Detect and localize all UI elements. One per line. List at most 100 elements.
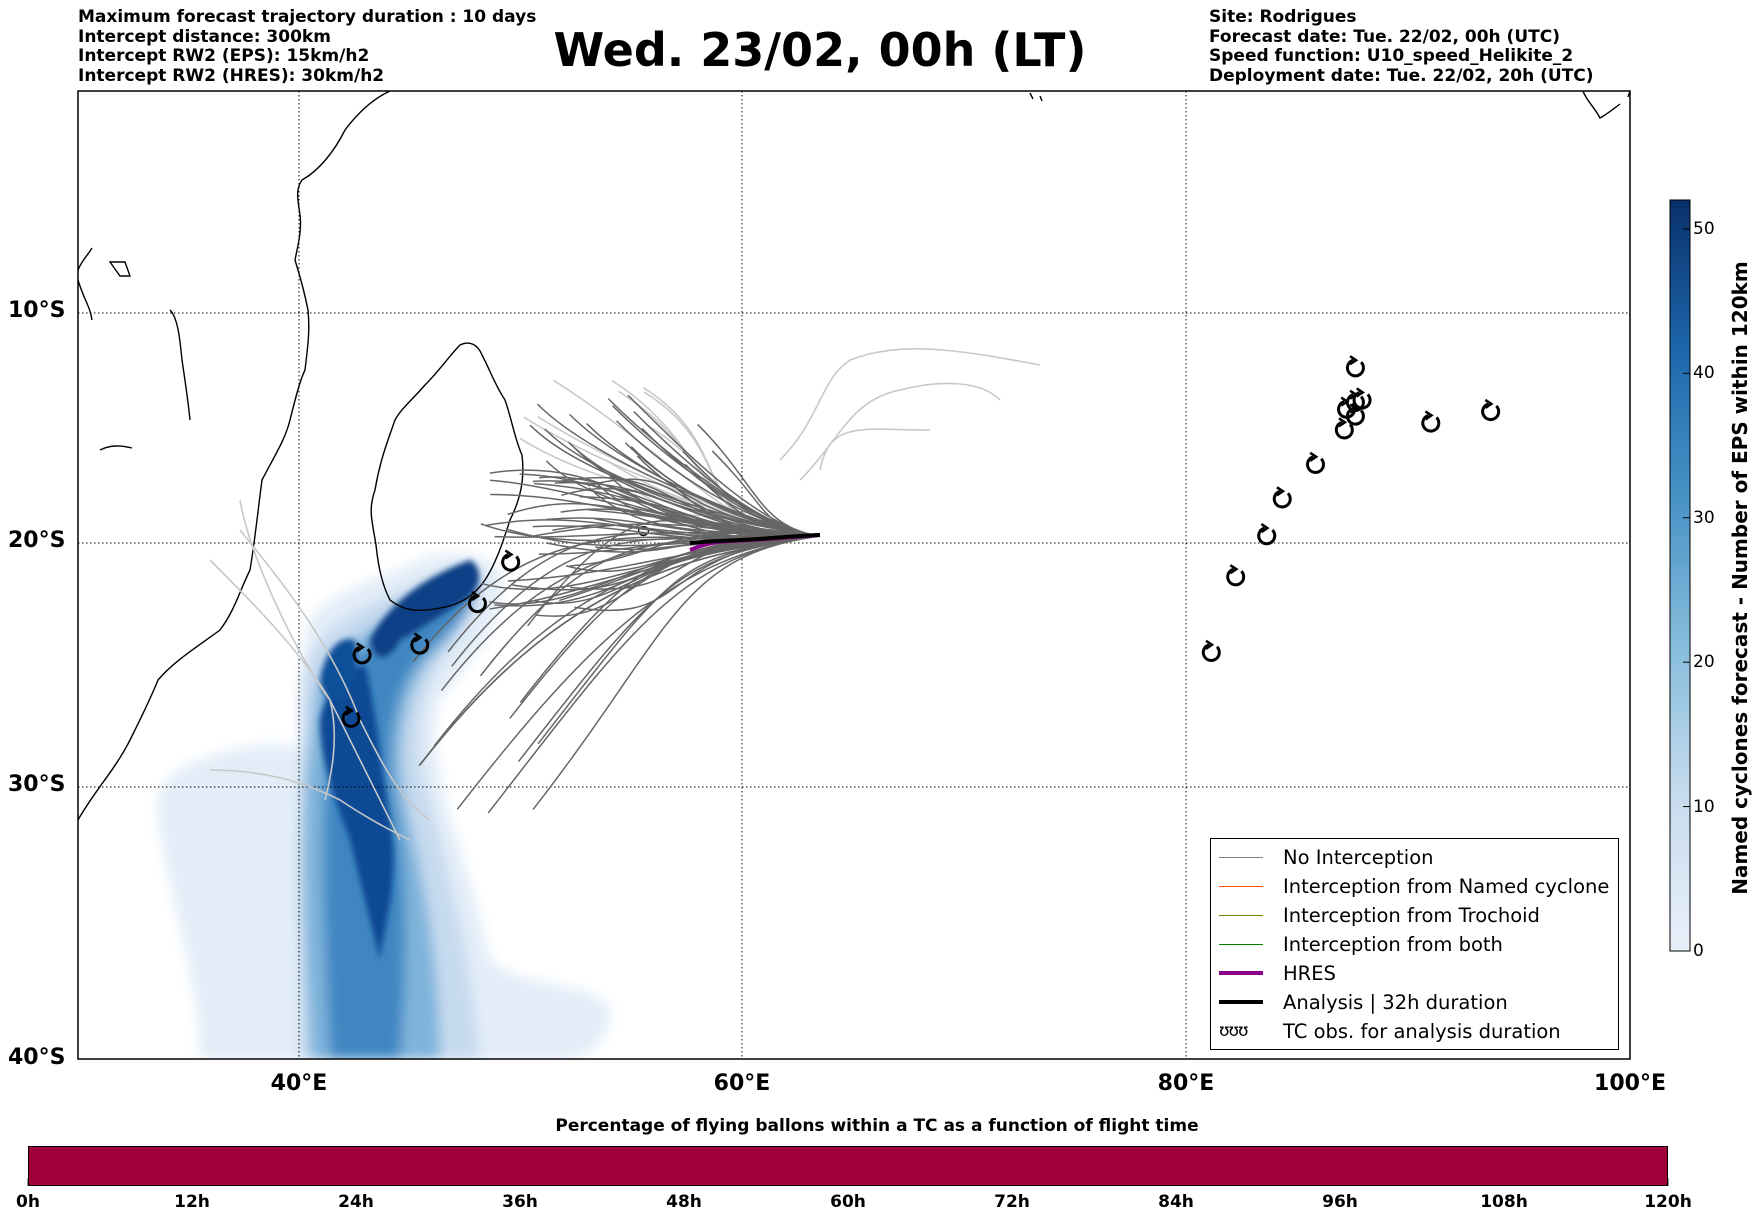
header-right-line: Speed function: U10_speed_Helikite_2 bbox=[1209, 46, 1574, 66]
tc-obs-icon bbox=[1421, 413, 1441, 433]
header-left-line: Intercept RW2 (HRES): 30km/h2 bbox=[78, 65, 385, 86]
colorbar-tick-marks bbox=[1683, 228, 1690, 952]
trajectory bbox=[779, 348, 1041, 461]
colorbar-tick-label: 30 bbox=[1693, 507, 1715, 528]
legend-entry: No Interception bbox=[1219, 844, 1434, 870]
trajectory bbox=[588, 487, 819, 537]
colorbar-tick-label: 50 bbox=[1693, 218, 1715, 239]
trajectory bbox=[633, 411, 819, 537]
flight-time-tick-label: 0h bbox=[16, 1192, 40, 1212]
analysis-track bbox=[689, 533, 821, 545]
header-left: Maximum forecast trajectory duration : 1… bbox=[78, 7, 537, 86]
trajectory bbox=[487, 535, 819, 814]
tc-obs-icon bbox=[341, 709, 361, 728]
tc-observations bbox=[341, 355, 1501, 728]
tc-obs-icon bbox=[467, 594, 487, 614]
tc-obs-icon bbox=[1257, 526, 1277, 546]
colorbar-title: Named cyclones forecast - Number of EPS … bbox=[1725, 205, 1754, 950]
tc-obs-icon bbox=[1481, 402, 1501, 422]
colorbar-tick-label: 20 bbox=[1693, 652, 1715, 673]
tc-obs-icon bbox=[1334, 420, 1354, 440]
header-right: Site: Rodrigues Forecast date: Tue. 22/0… bbox=[1209, 7, 1594, 86]
tc-obs-arrow-icon bbox=[1276, 486, 1286, 497]
trajectory bbox=[509, 535, 819, 719]
legend-line-named-cyclone bbox=[1219, 885, 1263, 887]
flight-time-tick-label: 12h bbox=[174, 1192, 210, 1212]
header-left-line: Intercept RW2 (EPS): 15km/h2 bbox=[78, 46, 370, 66]
tc-obs-arrow-icon bbox=[1309, 451, 1319, 462]
flight-time-title: Percentage of flying ballons within a TC… bbox=[555, 1116, 1199, 1136]
tc-symbol-icon: ʊʊʊ bbox=[1219, 1021, 1249, 1041]
legend-label: No Interception bbox=[1283, 845, 1434, 869]
lat-label-40s: 40°S bbox=[8, 1045, 66, 1070]
legend-label: Interception from both bbox=[1283, 932, 1503, 956]
flight-time-tick-label: 48h bbox=[666, 1192, 702, 1212]
legend-label: HRES bbox=[1283, 961, 1336, 985]
header-left-line: Intercept distance: 300km bbox=[78, 26, 331, 47]
trajectory bbox=[799, 382, 1001, 481]
flight-time-bar bbox=[28, 1146, 1668, 1186]
flight-time-tick-label: 60h bbox=[830, 1192, 866, 1212]
legend-label: TC obs. for analysis duration bbox=[1283, 1019, 1561, 1043]
colorbar-tick-label: 10 bbox=[1693, 796, 1715, 817]
lon-label-100e: 100°E bbox=[1594, 1071, 1666, 1096]
header-left-line: Maximum forecast trajectory duration : 1… bbox=[78, 7, 537, 27]
lon-label-60e: 60°E bbox=[713, 1071, 771, 1096]
tc-obs-arrow-icon bbox=[1349, 355, 1359, 366]
legend-entry: Interception from Named cyclone bbox=[1219, 873, 1609, 899]
tc-obs-icon bbox=[352, 645, 372, 665]
legend-line-analysis bbox=[1219, 1000, 1263, 1004]
tc-obs-arrow-icon bbox=[345, 705, 354, 716]
trajectory bbox=[519, 473, 819, 538]
trajectories-no-interception bbox=[412, 394, 819, 814]
header-right-line: Deployment date: Tue. 22/02, 20h (UTC) bbox=[1209, 65, 1594, 86]
tc-obs-icon bbox=[1345, 407, 1365, 426]
colorbar-tick-label: 40 bbox=[1693, 363, 1715, 384]
trajectory bbox=[239, 529, 431, 821]
trajectory bbox=[532, 535, 819, 811]
trajectory bbox=[209, 769, 411, 841]
tc-obs-arrow-icon bbox=[1229, 564, 1239, 575]
legend-entry: HRES bbox=[1219, 960, 1336, 986]
legend-line-both bbox=[1219, 943, 1263, 945]
trajectory bbox=[209, 559, 401, 841]
map-frame bbox=[77, 90, 1631, 1060]
trajectory bbox=[440, 535, 819, 691]
trajectory bbox=[636, 455, 819, 537]
tc-obs-arrow-icon bbox=[356, 642, 366, 653]
legend-entry: Interception from Trochoid bbox=[1219, 902, 1540, 928]
tc-obs-arrow-icon bbox=[1424, 410, 1434, 421]
lon-label-40e: 40°E bbox=[270, 1071, 328, 1096]
tc-obs-icon bbox=[1352, 390, 1372, 410]
legend-label: Interception from Named cyclone bbox=[1283, 874, 1610, 898]
tc-obs-icon bbox=[501, 553, 521, 572]
tc-obs-arrow-icon bbox=[1356, 387, 1365, 398]
page-title: Wed. 23/02, 00h (LT) bbox=[553, 23, 1087, 77]
legend-label: Analysis | 32h duration bbox=[1283, 990, 1508, 1014]
tc-obs-icon bbox=[1272, 489, 1292, 509]
lat-label-30s: 30°S bbox=[8, 772, 66, 797]
legend-entry: Analysis | 32h duration bbox=[1219, 989, 1508, 1015]
tc-obs-icon bbox=[1201, 643, 1221, 662]
legend-label: Interception from Trochoid bbox=[1283, 903, 1540, 927]
flight-time-tick-label: 84h bbox=[1158, 1192, 1194, 1212]
flight-time-tick-label: 96h bbox=[1322, 1192, 1358, 1212]
tc-obs-icon bbox=[410, 636, 430, 655]
header-right-line: Site: Rodrigues bbox=[1209, 7, 1357, 27]
lon-label-80e: 80°E bbox=[1157, 1071, 1215, 1096]
flight-time-tick-label: 24h bbox=[338, 1192, 374, 1212]
tc-obs-arrow-icon bbox=[1260, 523, 1270, 534]
trajectory bbox=[517, 535, 819, 763]
colorbar-tick-label: 0 bbox=[1693, 941, 1704, 961]
header-right-line: Forecast date: Tue. 22/02, 00h (UTC) bbox=[1209, 26, 1560, 47]
eps-colorbar bbox=[1669, 199, 1691, 952]
colorbar-title-text: Named cyclones forecast - Number of EPS … bbox=[1728, 260, 1752, 895]
tc-obs-icon bbox=[1345, 393, 1365, 412]
tc-obs-icon bbox=[1306, 455, 1325, 474]
legend-entry: Interception from both bbox=[1219, 931, 1503, 957]
tc-obs-icon bbox=[1345, 358, 1365, 378]
lat-label-20s: 20°S bbox=[8, 528, 66, 553]
tc-obs-arrow-icon bbox=[413, 632, 423, 643]
lat-label-10s: 10°S bbox=[8, 298, 66, 323]
